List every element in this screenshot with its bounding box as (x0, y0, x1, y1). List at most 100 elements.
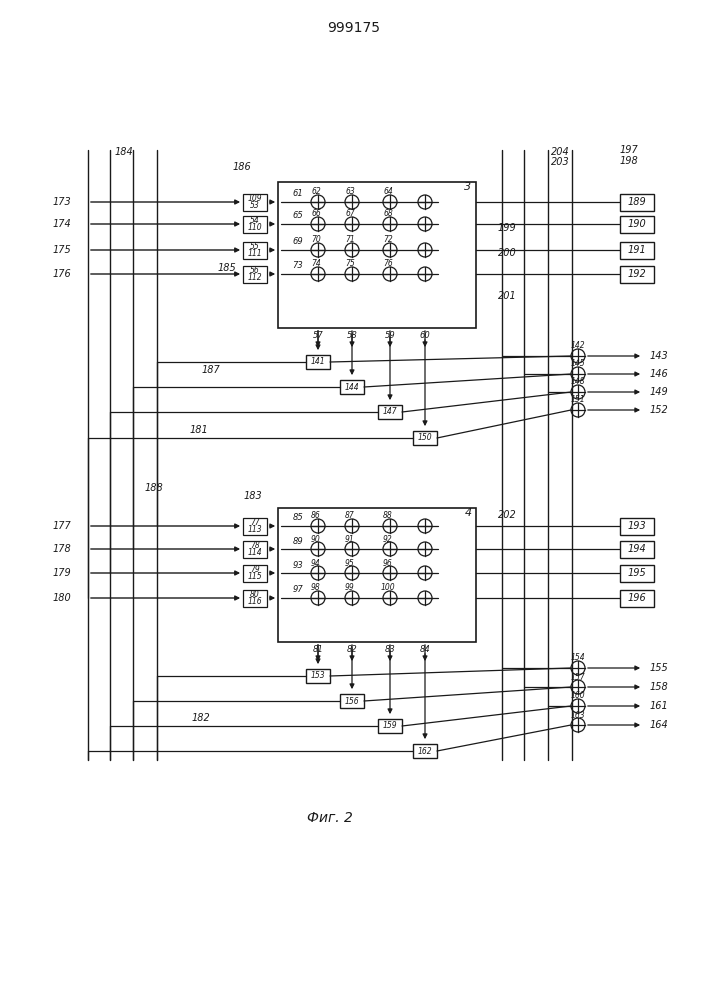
Bar (340, 694, 364, 708)
Text: 77: 77 (250, 518, 260, 527)
Bar (620, 194, 654, 211)
Bar (620, 241, 654, 258)
Circle shape (571, 699, 585, 713)
Bar (243, 265, 267, 282)
Text: 186: 186 (233, 162, 252, 172)
Text: 60: 60 (420, 332, 431, 340)
Text: 143: 143 (650, 351, 669, 361)
Text: 188: 188 (145, 483, 164, 493)
Text: 177: 177 (52, 521, 71, 531)
Text: 151: 151 (571, 395, 585, 404)
Text: 82: 82 (346, 646, 357, 654)
Text: 174: 174 (52, 219, 71, 229)
Text: 95: 95 (345, 558, 355, 568)
Circle shape (418, 519, 432, 533)
Text: 200: 200 (498, 248, 517, 258)
Text: 147: 147 (382, 408, 397, 416)
Bar (378, 405, 402, 419)
Circle shape (383, 217, 397, 231)
Circle shape (311, 519, 325, 533)
Text: 150: 150 (418, 434, 432, 442)
Text: 183: 183 (244, 491, 263, 501)
Text: 193: 193 (628, 521, 646, 531)
Circle shape (383, 542, 397, 556)
Text: 76: 76 (383, 259, 393, 268)
Text: 109: 109 (247, 194, 262, 203)
Text: 163: 163 (571, 710, 585, 720)
Bar (413, 431, 437, 445)
Text: 178: 178 (52, 544, 71, 554)
Circle shape (383, 195, 397, 209)
Text: 156: 156 (345, 696, 359, 706)
Text: 91: 91 (345, 534, 355, 544)
Text: 162: 162 (418, 746, 432, 756)
Circle shape (571, 680, 585, 694)
Circle shape (345, 195, 359, 209)
Circle shape (383, 566, 397, 580)
Bar (243, 241, 267, 258)
Bar (243, 564, 267, 582)
Text: 78: 78 (250, 541, 260, 550)
Text: 201: 201 (498, 291, 517, 301)
Text: 185: 185 (217, 263, 236, 273)
Text: 98: 98 (311, 584, 321, 592)
Text: 81: 81 (312, 646, 323, 654)
Text: 157: 157 (571, 672, 585, 682)
Text: 114: 114 (247, 548, 262, 557)
Text: 84: 84 (420, 646, 431, 654)
Text: 148: 148 (571, 377, 585, 386)
Text: 192: 192 (628, 269, 646, 279)
Text: 73: 73 (293, 261, 303, 270)
Circle shape (418, 195, 432, 209)
Text: 182: 182 (192, 713, 211, 723)
Text: 111: 111 (247, 249, 262, 258)
Circle shape (311, 542, 325, 556)
Text: 64: 64 (383, 188, 393, 196)
Circle shape (311, 591, 325, 605)
Bar (620, 589, 654, 606)
Circle shape (311, 243, 325, 257)
Text: 144: 144 (345, 382, 359, 391)
Circle shape (571, 718, 585, 732)
Text: 88: 88 (383, 512, 393, 520)
Text: 160: 160 (571, 692, 585, 700)
Circle shape (418, 591, 432, 605)
Text: 100: 100 (380, 584, 395, 592)
Text: 184: 184 (115, 147, 134, 157)
Circle shape (383, 267, 397, 281)
Text: 94: 94 (311, 558, 321, 568)
Text: 67: 67 (345, 210, 355, 219)
Text: 55: 55 (250, 242, 260, 251)
Circle shape (345, 243, 359, 257)
Text: 179: 179 (52, 568, 71, 578)
Text: 74: 74 (311, 259, 321, 268)
Text: 69: 69 (293, 237, 303, 246)
Text: 93: 93 (293, 560, 303, 570)
Circle shape (311, 217, 325, 231)
Bar (378, 719, 402, 733)
Bar (620, 540, 654, 558)
Circle shape (345, 217, 359, 231)
Text: 85: 85 (293, 514, 303, 522)
Text: 79: 79 (250, 565, 260, 574)
Text: 63: 63 (345, 188, 355, 196)
Text: 142: 142 (571, 342, 585, 351)
Text: 154: 154 (571, 654, 585, 662)
Text: 112: 112 (247, 273, 262, 282)
Text: 83: 83 (385, 646, 395, 654)
Circle shape (311, 195, 325, 209)
Bar (243, 589, 267, 606)
Text: 146: 146 (650, 369, 669, 379)
Text: 96: 96 (383, 558, 393, 568)
Text: 190: 190 (628, 219, 646, 229)
Text: 110: 110 (247, 223, 262, 232)
Text: 89: 89 (293, 536, 303, 546)
Text: 158: 158 (650, 682, 669, 692)
Text: 71: 71 (345, 235, 355, 244)
Text: 197: 197 (620, 145, 638, 155)
Bar (306, 669, 330, 683)
Text: 189: 189 (628, 197, 646, 207)
Text: 196: 196 (628, 593, 646, 603)
Text: 92: 92 (383, 534, 393, 544)
Text: 66: 66 (311, 210, 321, 219)
